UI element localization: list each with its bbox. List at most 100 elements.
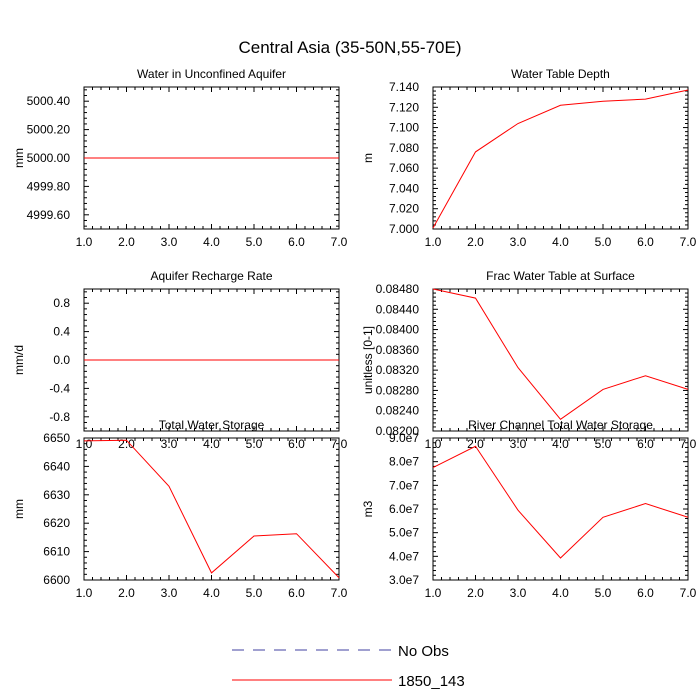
y-tick-label: -0.8 bbox=[49, 410, 70, 424]
panel-ylabel: unitless [0-1] bbox=[361, 326, 375, 394]
y-tick-label: 7.140 bbox=[389, 80, 419, 94]
y-tick-label: 6630 bbox=[43, 488, 70, 502]
x-tick-label: 5.0 bbox=[246, 437, 263, 451]
y-tick-label: 5.0e7 bbox=[389, 526, 419, 540]
y-tick-label: 6610 bbox=[43, 545, 70, 559]
panel-ylabel: mm bbox=[12, 148, 26, 168]
x-tick-label: 5.0 bbox=[246, 235, 263, 249]
x-tick-label: 3.0 bbox=[161, 586, 178, 600]
x-tick-label: 2.0 bbox=[118, 586, 135, 600]
y-tick-label: 0.08200 bbox=[376, 424, 420, 438]
y-tick-label: 9.0e7 bbox=[389, 431, 419, 445]
y-tick-label: 0.0 bbox=[53, 353, 70, 367]
y-tick-label: 6640 bbox=[43, 459, 70, 473]
y-tick-label: 0.08320 bbox=[376, 363, 420, 377]
legend-label-no-obs: No Obs bbox=[398, 643, 449, 660]
x-tick-label: 2.0 bbox=[467, 437, 484, 451]
x-tick-label: 6.0 bbox=[637, 586, 654, 600]
x-tick-label: 6.0 bbox=[637, 437, 654, 451]
y-tick-label: 0.08240 bbox=[376, 404, 420, 418]
x-tick-label: 2.0 bbox=[467, 586, 484, 600]
panel-ylabel: m bbox=[361, 153, 375, 163]
panels-group: Water in Unconfined Aquifer mm 1.0 2.0 3.0 4.… bbox=[12, 67, 697, 600]
panel-title: Water in Unconfined Aquifer bbox=[137, 67, 286, 81]
x-tick-label: 3.0 bbox=[510, 437, 527, 451]
x-tick-label: 1.0 bbox=[76, 235, 93, 249]
y-tick-label: 0.08400 bbox=[376, 323, 420, 337]
x-tick-label: 4.0 bbox=[203, 437, 220, 451]
y-tick-label: 7.040 bbox=[389, 181, 419, 195]
y-tick-label: 7.020 bbox=[389, 202, 419, 216]
x-tick-label: 6.0 bbox=[288, 437, 305, 451]
panel-4: Frac Water Table at Surface unitless [0-1… bbox=[361, 269, 697, 451]
panel-title: Total Water Storage bbox=[159, 418, 265, 432]
x-tick-label: 2.0 bbox=[118, 235, 135, 249]
x-tick-label: 3.0 bbox=[510, 586, 527, 600]
x-tick-label: 5.0 bbox=[246, 586, 263, 600]
x-tick-label: 6.0 bbox=[288, 235, 305, 249]
x-tick-label: 3.0 bbox=[161, 235, 178, 249]
y-tick-label: 0.8 bbox=[53, 296, 70, 310]
y-tick-label: 4.0e7 bbox=[389, 549, 419, 563]
x-tick-label: 1.0 bbox=[425, 235, 442, 249]
x-tick-label: 3.0 bbox=[510, 235, 527, 249]
x-tick-label: 5.0 bbox=[595, 235, 612, 249]
x-tick-label: 5.0 bbox=[595, 586, 612, 600]
panel-title: River Channel Total Water Storage bbox=[468, 418, 653, 432]
panel-ylabel: mm/d bbox=[12, 345, 26, 375]
legend-label-1850-143: 1850_143 bbox=[398, 673, 465, 690]
y-tick-label: 4999.60 bbox=[27, 208, 71, 222]
series-line bbox=[432, 89, 689, 229]
x-tick-label: 4.0 bbox=[203, 235, 220, 249]
series-line bbox=[432, 445, 689, 559]
y-tick-label: 7.100 bbox=[389, 121, 419, 135]
y-tick-label: 0.4 bbox=[53, 325, 70, 339]
series-line bbox=[432, 288, 689, 421]
y-tick-label: 7.0e7 bbox=[389, 478, 419, 492]
x-tick-label: 6.0 bbox=[288, 586, 305, 600]
y-tick-label: 6650 bbox=[43, 431, 70, 445]
y-tick-label: 7.120 bbox=[389, 100, 419, 114]
x-tick-label: 7.0 bbox=[331, 235, 348, 249]
y-tick-label: 5000.00 bbox=[27, 151, 71, 165]
y-tick-label: 0.08280 bbox=[376, 383, 420, 397]
legend: No Obs 1850_143 bbox=[232, 643, 465, 690]
series-line bbox=[83, 439, 340, 579]
x-tick-label: 2.0 bbox=[467, 235, 484, 249]
panel-title: Frac Water Table at Surface bbox=[486, 269, 635, 283]
x-tick-label: 5.0 bbox=[595, 437, 612, 451]
x-tick-label: 4.0 bbox=[552, 235, 569, 249]
panel-6: River Channel Total Water Storage m3 1.0 2.… bbox=[361, 418, 697, 600]
x-tick-label: 6.0 bbox=[637, 235, 654, 249]
y-tick-label: 6.0e7 bbox=[389, 502, 419, 516]
x-tick-label: 1.0 bbox=[76, 586, 93, 600]
panel-1: Water in Unconfined Aquifer mm 1.0 2.0 3.0 4.… bbox=[12, 67, 348, 249]
x-tick-label: 7.0 bbox=[680, 235, 697, 249]
panel-3: Aquifer Recharge Ratemm/d1.02.03.04.05.0… bbox=[12, 269, 348, 451]
figure-title: Central Asia (35-50N,55-70E) bbox=[238, 38, 461, 57]
y-tick-label: -0.4 bbox=[49, 381, 70, 395]
x-tick-label: 4.0 bbox=[203, 586, 220, 600]
x-tick-label: 3.0 bbox=[161, 437, 178, 451]
panel-title: Water Table Depth bbox=[511, 67, 610, 81]
y-tick-label: 7.060 bbox=[389, 161, 419, 175]
y-tick-label: 6620 bbox=[43, 516, 70, 530]
y-tick-label: 7.080 bbox=[389, 141, 419, 155]
y-tick-label: 5000.20 bbox=[27, 123, 71, 137]
panel-5: Total Water Storage mm 1.0 2.0 3.0 4.0 5.0 6.0 7… bbox=[12, 418, 348, 600]
panel-ylabel: mm bbox=[12, 499, 26, 519]
panel-2: Water Table Depth m 1.0 2.0 3.0 4.0 5.0 6.0 7.0 7… bbox=[361, 67, 697, 249]
y-tick-label: 3.0e7 bbox=[389, 573, 419, 587]
y-tick-label: 7.000 bbox=[389, 222, 419, 236]
y-tick-label: 0.08480 bbox=[376, 282, 420, 296]
y-tick-label: 8.0e7 bbox=[389, 455, 419, 469]
x-tick-label: 7.0 bbox=[680, 586, 697, 600]
x-tick-label: 7.0 bbox=[331, 586, 348, 600]
panel-title: Aquifer Recharge Rate bbox=[150, 269, 272, 283]
y-tick-label: 0.08440 bbox=[376, 302, 420, 316]
y-tick-label: 6600 bbox=[43, 573, 70, 587]
y-tick-label: 5000.40 bbox=[27, 94, 71, 108]
panel-ylabel: m3 bbox=[361, 500, 375, 517]
